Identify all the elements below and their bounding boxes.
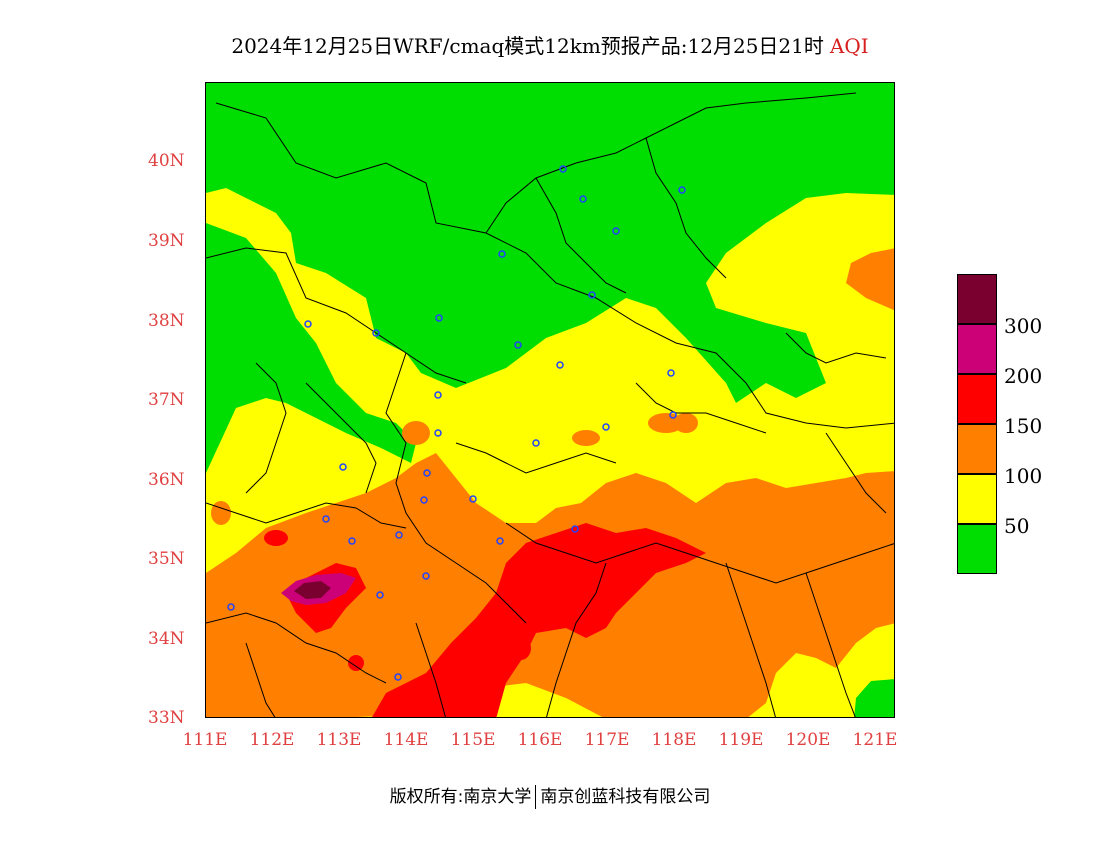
aqi-patch-100-150-a bbox=[402, 421, 430, 445]
lat-label-40n: 40N bbox=[148, 151, 185, 171]
aqi-band-150-200 bbox=[372, 523, 706, 717]
legend-label-200: 200 bbox=[1004, 364, 1043, 388]
lon-label-116e: 116E bbox=[517, 730, 563, 750]
legend-swatch-200-300 bbox=[957, 324, 997, 374]
lon-label-119e: 119E bbox=[718, 730, 764, 750]
lat-label-35n: 35N bbox=[148, 549, 185, 569]
lon-label-114e: 114E bbox=[383, 730, 429, 750]
legend-swatch-150-200 bbox=[957, 374, 997, 424]
legend-swatch-over-300 bbox=[957, 274, 997, 324]
lon-label-115e: 115E bbox=[450, 730, 496, 750]
legend-label-50: 50 bbox=[1004, 514, 1030, 538]
legend-swatch-0-50 bbox=[957, 524, 997, 574]
lat-label-33n: 33N bbox=[148, 708, 185, 728]
lon-label-120e: 120E bbox=[785, 730, 831, 750]
lat-label-36n: 36N bbox=[148, 470, 185, 490]
lon-label-112e: 112E bbox=[249, 730, 295, 750]
lon-label-117e: 117E bbox=[584, 730, 630, 750]
lon-label-118e: 118E bbox=[651, 730, 697, 750]
aqi-band-over-300 bbox=[294, 581, 331, 599]
legend-label-100: 100 bbox=[1004, 464, 1043, 488]
lat-label-38n: 38N bbox=[148, 311, 185, 331]
aqi-patch-150-200-b bbox=[348, 655, 364, 671]
title-text: 2024年12月25日WRF/cmaq模式12km预报产品:12月25日21时 bbox=[231, 34, 824, 58]
legend-label-300: 300 bbox=[1004, 314, 1043, 338]
lat-label-37n: 37N bbox=[148, 390, 185, 410]
aqi-map-canvas bbox=[206, 83, 894, 717]
lon-label-111e: 111E bbox=[182, 730, 228, 750]
copyright-left: 版权所有:南京大学 bbox=[389, 787, 532, 807]
lon-label-121e: 121E bbox=[852, 730, 898, 750]
aqi-patch-150-200-c bbox=[511, 636, 531, 660]
legend-swatch-50-100 bbox=[957, 474, 997, 524]
lat-label-39n: 39N bbox=[148, 231, 185, 251]
lat-label-34n: 34N bbox=[148, 629, 185, 649]
aqi-patch-100-150-e bbox=[211, 501, 231, 525]
city-markers bbox=[227, 165, 686, 681]
aqi-band-0-50-southeast bbox=[854, 679, 894, 717]
legend-swatch-100-150 bbox=[957, 424, 997, 474]
copyright-footer: 版权所有:南京大学 南京创蓝科技有限公司 bbox=[0, 782, 1100, 809]
legend-label-150: 150 bbox=[1004, 414, 1043, 438]
aqi-map bbox=[205, 82, 895, 718]
title-variable: AQI bbox=[829, 34, 869, 58]
province-boundaries bbox=[206, 92, 894, 717]
aqi-band-100-150-northeast bbox=[846, 248, 894, 311]
aqi-band-0-50-north bbox=[206, 83, 894, 403]
map-title: 2024年12月25日WRF/cmaq模式12km预报产品:12月25日21时 A… bbox=[0, 30, 1100, 59]
copyright-right: 南京创蓝科技有限公司 bbox=[540, 787, 711, 807]
aqi-patch-100-150-d bbox=[674, 413, 698, 433]
aqi-patch-150-200-a bbox=[264, 530, 288, 546]
aqi-patch-100-150-b bbox=[572, 430, 600, 446]
aqi-band-0-50-west bbox=[206, 223, 416, 473]
lon-label-113e: 113E bbox=[316, 730, 362, 750]
footer-divider bbox=[535, 785, 537, 809]
